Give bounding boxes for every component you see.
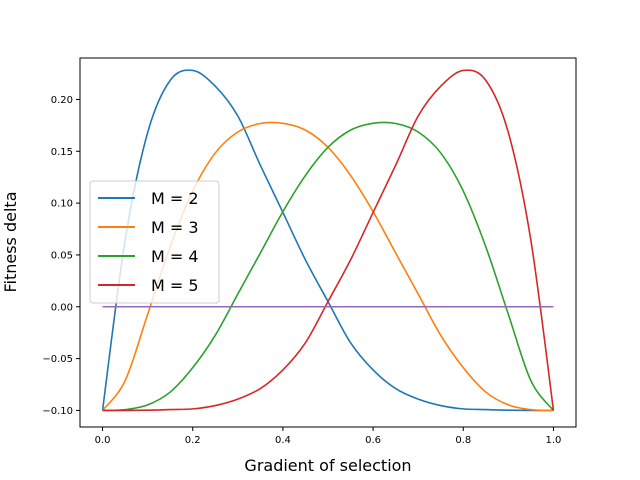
y-tick-label: 0.10 — [51, 199, 73, 210]
y-axis-label: Fitness delta — [1, 191, 20, 292]
x-tick-label: 0.4 — [275, 435, 291, 446]
legend-entry: M = 5 — [151, 276, 199, 295]
y-tick-label: 0.20 — [51, 95, 73, 106]
legend-entry: M = 2 — [151, 189, 199, 208]
legend-entry: M = 3 — [151, 218, 199, 237]
x-tick-label: 1.0 — [546, 435, 562, 446]
x-tick-label: 0.2 — [185, 435, 201, 446]
series-line-1 — [101, 69, 554, 412]
series-line-3 — [102, 121, 555, 412]
x-tick-label: 0.0 — [95, 435, 111, 446]
series-line-4 — [102, 69, 555, 412]
y-tick-label: −0.10 — [42, 406, 73, 417]
x-axis-label: Gradient of selection — [244, 456, 411, 475]
axis-ticks: 0.0 0.2 0.4 0.6 0.8 1.0 −0.10 −0.05 0.00 0.05 0.10… — [42, 95, 561, 446]
y-tick-label: −0.05 — [42, 354, 73, 365]
legend-box — [89, 180, 220, 304]
x-tick-label: 0.8 — [455, 435, 471, 446]
x-tick-label: 0.6 — [365, 435, 381, 446]
y-tick-label: 0.15 — [51, 147, 73, 158]
plot-frame — [79, 57, 577, 428]
y-tick-label: 0.05 — [51, 250, 73, 261]
y-tick-label: 0.00 — [51, 302, 73, 313]
legend-entry: M = 4 — [151, 247, 199, 266]
legend: M = 2 M = 3 M = 4 M = 5 — [89, 180, 220, 304]
